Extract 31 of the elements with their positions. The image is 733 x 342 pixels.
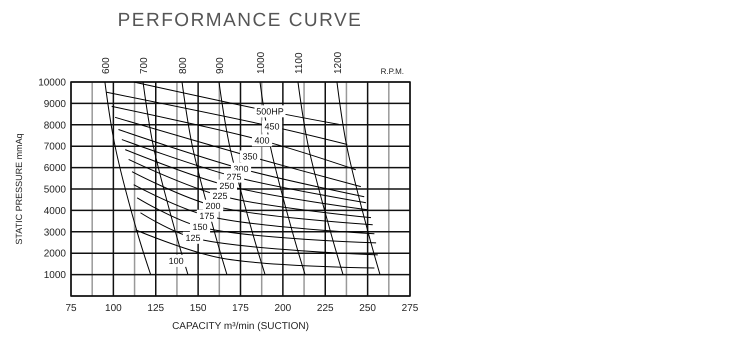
x-tick-label: 125 [147, 303, 165, 314]
y-tick-label: 10000 [38, 78, 66, 88]
text: 700 [139, 56, 150, 74]
y-tick-label: 5000 [44, 184, 66, 196]
y-tick-label: 4000 [44, 206, 66, 217]
y-tick-label: 6000 [44, 163, 66, 174]
x-tick-label: 250 [359, 303, 376, 314]
x-tick-label: 150 [190, 303, 207, 314]
x-tick-label: 75 [65, 303, 77, 314]
y-tick-label: 1000 [44, 270, 66, 282]
x-tick-label: 100 [105, 303, 122, 314]
text: 1000 [256, 51, 267, 74]
text: 1100 [294, 52, 305, 74]
y-axis-title: STATIC PRESSURE mmAq [14, 133, 24, 245]
x-tick-label: 200 [274, 303, 292, 314]
text: 800 [178, 56, 190, 74]
chart-title: PERFORMANCE CURVE [118, 10, 362, 31]
y-tick-label: 8000 [44, 120, 66, 132]
x-axis-title: CAPACITY m³/min (SUCTION) [172, 321, 309, 332]
annotation: 100 [168, 256, 184, 266]
text: 1200 [332, 51, 344, 74]
x-tick-label: 275 [402, 303, 419, 314]
y-tick-label: 9000 [44, 98, 66, 110]
y-tick-label: 2000 [44, 248, 66, 260]
text: 600 [100, 56, 112, 74]
text: 900 [214, 56, 226, 74]
y-tick-label: 7000 [44, 142, 66, 153]
x-tick-label: 175 [232, 303, 250, 314]
y-tick-label: 3000 [44, 227, 66, 238]
x-tick-label: 225 [316, 303, 334, 314]
text: R.P.M. [380, 67, 404, 76]
